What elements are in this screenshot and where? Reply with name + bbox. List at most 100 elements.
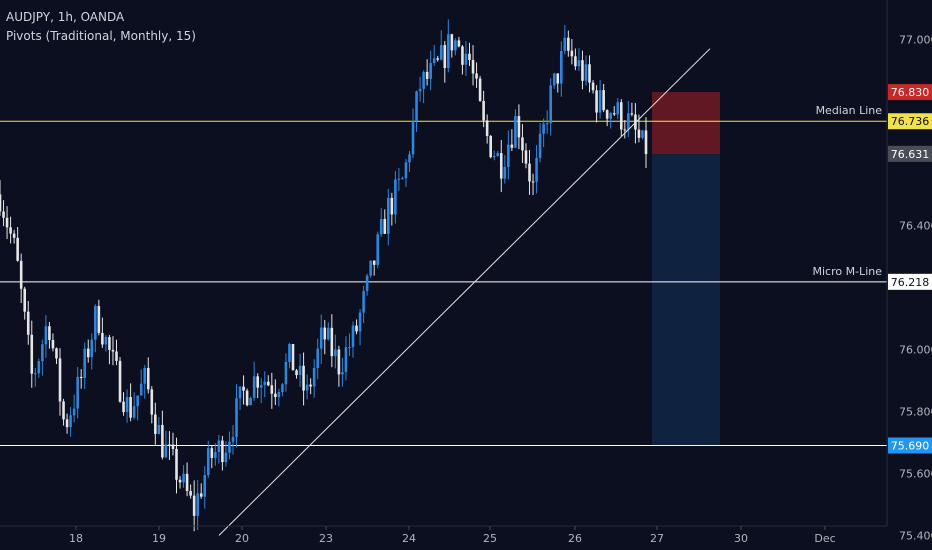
candle-body <box>468 53 471 61</box>
candle-body <box>552 73 556 86</box>
candle <box>503 155 507 184</box>
indicator-legend[interactable]: Pivots (Traditional, Monthly, 15) <box>6 29 196 43</box>
symbol-title: AUDJPY, 1h, OANDA <box>6 10 125 24</box>
candle <box>429 50 432 91</box>
level-price-tag-0-bg <box>888 113 932 130</box>
candle-body <box>37 361 41 374</box>
candle-body <box>51 339 55 349</box>
candle-body <box>499 153 503 179</box>
candle <box>221 435 224 471</box>
candle <box>270 372 274 409</box>
candle <box>277 388 281 407</box>
candle <box>492 150 496 161</box>
candle-body <box>206 448 210 475</box>
candle-body <box>549 85 552 124</box>
candle-body <box>337 349 341 375</box>
candle <box>471 45 475 86</box>
price-tick-label-2: 76.000 <box>899 343 932 356</box>
candle <box>146 357 150 394</box>
candle <box>355 319 358 335</box>
candle-body <box>26 311 30 335</box>
candle <box>2 200 5 227</box>
candle <box>129 383 132 422</box>
time-tick-label-1: 19 <box>152 532 166 545</box>
stop-loss-zone[interactable] <box>652 92 720 155</box>
candle <box>157 417 161 435</box>
candle <box>337 345 341 387</box>
candle-body <box>69 415 72 428</box>
candle <box>563 25 567 55</box>
candle-body <box>316 348 320 368</box>
candle <box>447 19 450 73</box>
candle-body <box>58 358 62 402</box>
candle <box>69 407 72 437</box>
candle-body <box>168 444 171 446</box>
candle <box>365 273 369 296</box>
candle <box>535 145 538 194</box>
candle-body <box>12 233 16 238</box>
candle-body <box>295 370 298 376</box>
candle <box>228 431 231 460</box>
candle <box>192 480 196 532</box>
candle <box>274 379 277 405</box>
candle-body <box>245 390 249 406</box>
candle <box>259 378 263 404</box>
candle <box>390 192 394 226</box>
candle <box>379 208 383 237</box>
candle-body <box>221 440 224 463</box>
candle-body <box>129 397 132 418</box>
trendline[interactable] <box>218 48 711 536</box>
candle <box>51 333 55 352</box>
candle-body <box>521 137 524 151</box>
candle-body <box>531 181 535 183</box>
candle-body <box>203 474 207 497</box>
candle-body <box>157 424 161 434</box>
candle <box>214 443 217 466</box>
candle <box>524 143 528 169</box>
candle <box>58 348 62 416</box>
candle-body <box>535 157 538 182</box>
candle-body <box>443 45 447 69</box>
candle-body <box>139 383 143 396</box>
candle-body <box>136 395 139 407</box>
candle-body <box>291 343 295 371</box>
candle-body <box>623 129 627 131</box>
candle-body <box>457 40 461 47</box>
candle <box>489 134 492 159</box>
candle <box>362 285 365 324</box>
candle <box>376 231 380 269</box>
candle <box>538 123 542 163</box>
candle-body <box>637 129 641 138</box>
candle-body <box>178 479 182 483</box>
candle-body <box>274 393 277 398</box>
candle <box>401 176 404 180</box>
candle-body <box>630 113 634 115</box>
candle-body <box>235 398 238 438</box>
candle <box>545 110 549 134</box>
price-axis[interactable]: 77.000 76.400 76.000 75.800 75.600 75.400 <box>899 33 932 542</box>
candle-body <box>362 291 365 313</box>
candle <box>302 352 305 406</box>
candle <box>312 359 316 398</box>
candle <box>443 41 447 83</box>
candle-body <box>94 306 97 340</box>
candle-body <box>5 217 9 228</box>
candle <box>570 39 574 65</box>
candle-body <box>277 392 281 398</box>
time-tick-label-3: 23 <box>319 532 333 545</box>
candle-body <box>422 71 425 89</box>
candle <box>344 336 348 381</box>
time-axis[interactable]: 18 19 20 23 24 25 26 27 30 Dec <box>69 526 836 545</box>
candle-body <box>408 154 411 163</box>
candle-body <box>492 156 496 158</box>
candle-body <box>507 144 510 167</box>
level-label-0: Median Line <box>816 104 883 117</box>
candle-body <box>358 312 362 332</box>
take-profit-zone[interactable] <box>652 154 720 446</box>
time-tick-label-8: 30 <box>734 532 748 545</box>
candle-body <box>351 325 355 348</box>
stop-price-tag-bg <box>888 84 932 101</box>
candle <box>372 260 376 276</box>
candle <box>323 320 327 355</box>
